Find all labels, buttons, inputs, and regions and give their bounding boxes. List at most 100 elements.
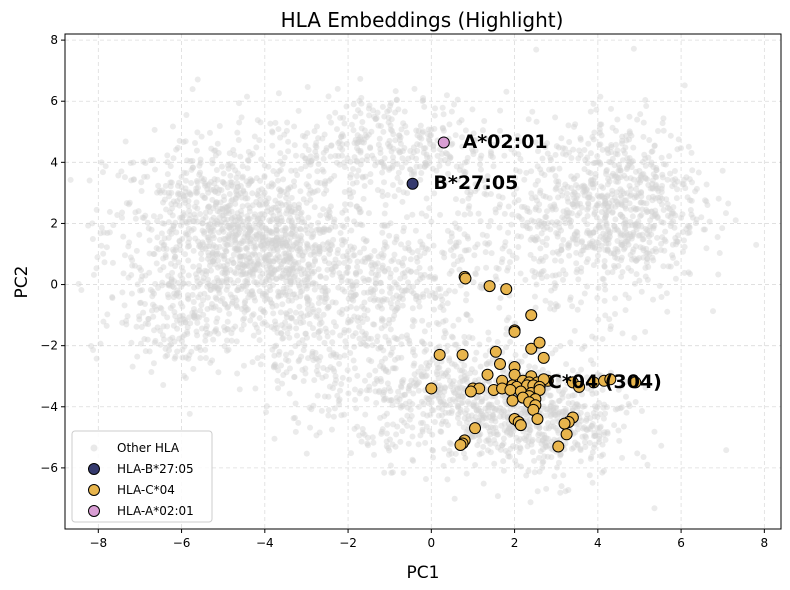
other-hla-point xyxy=(467,317,474,324)
other-hla-point xyxy=(364,276,371,283)
other-hla-point xyxy=(639,206,646,213)
other-hla-point xyxy=(239,282,246,289)
other-hla-point xyxy=(374,186,381,193)
other-hla-point xyxy=(305,158,312,165)
other-hla-point xyxy=(364,342,371,349)
other-hla-point xyxy=(228,208,235,215)
other-hla-point xyxy=(650,257,657,264)
other-hla-point xyxy=(172,201,179,208)
other-hla-point xyxy=(309,189,316,196)
other-hla-point xyxy=(351,292,358,299)
other-hla-point xyxy=(268,237,275,244)
other-hla-point xyxy=(590,100,597,107)
other-hla-point xyxy=(192,139,199,146)
other-hla-point xyxy=(379,229,386,236)
other-hla-point xyxy=(214,285,221,292)
other-hla-point xyxy=(271,242,278,249)
other-hla-point xyxy=(389,162,396,169)
other-hla-point xyxy=(347,201,354,208)
other-hla-point xyxy=(401,108,408,115)
other-hla-point xyxy=(422,439,429,446)
other-hla-point xyxy=(279,301,286,308)
other-hla-point xyxy=(323,147,330,154)
other-hla-point xyxy=(379,103,386,110)
legend-marker-b2705 xyxy=(88,463,100,475)
other-hla-point xyxy=(218,187,225,194)
other-hla-point xyxy=(233,191,240,198)
other-hla-point xyxy=(207,359,214,366)
other-hla-point xyxy=(230,221,237,228)
other-hla-point xyxy=(196,171,203,178)
other-hla-point xyxy=(239,173,246,180)
other-hla-point xyxy=(234,287,241,294)
other-hla-point xyxy=(97,230,104,237)
other-hla-point xyxy=(358,139,365,146)
other-hla-point xyxy=(341,326,348,333)
other-hla-point xyxy=(359,328,366,335)
other-hla-point xyxy=(571,231,578,238)
other-hla-point xyxy=(430,454,437,461)
other-hla-point xyxy=(408,288,415,295)
other-hla-point xyxy=(190,306,197,313)
other-hla-point xyxy=(173,292,180,299)
other-hla-point xyxy=(275,367,282,374)
other-hla-point xyxy=(417,176,424,183)
other-hla-point xyxy=(439,104,446,111)
other-hla-point xyxy=(168,260,175,267)
other-hla-point xyxy=(332,263,339,270)
other-hla-point xyxy=(310,279,317,286)
other-hla-point xyxy=(169,334,176,341)
other-hla-point xyxy=(447,247,454,254)
other-hla-point xyxy=(252,297,259,304)
other-hla-point xyxy=(571,392,578,399)
point-hla-c-04 xyxy=(483,280,496,293)
other-hla-point xyxy=(246,208,253,215)
other-hla-point xyxy=(362,259,369,266)
other-hla-point xyxy=(587,455,594,462)
other-hla-point xyxy=(228,179,235,186)
other-hla-point xyxy=(252,266,259,273)
other-hla-point xyxy=(487,152,494,159)
other-hla-point xyxy=(244,217,251,224)
other-hla-point xyxy=(715,195,722,202)
other-hla-point xyxy=(600,184,607,191)
other-hla-point xyxy=(264,208,271,215)
other-hla-point xyxy=(313,226,320,233)
other-hla-point xyxy=(440,111,447,118)
other-hla-point xyxy=(566,242,573,249)
other-hla-point xyxy=(225,165,232,172)
other-hla-point xyxy=(583,229,590,236)
other-hla-point xyxy=(138,179,145,186)
other-hla-point xyxy=(247,176,254,183)
other-hla-point xyxy=(247,228,254,235)
other-hla-point xyxy=(487,217,494,224)
other-hla-point xyxy=(530,236,537,243)
other-hla-point xyxy=(129,257,136,264)
other-hla-point xyxy=(198,256,205,263)
other-hla-point xyxy=(170,198,177,205)
other-hla-point xyxy=(275,288,282,295)
other-hla-point xyxy=(217,283,224,290)
x-tick-label: −6 xyxy=(173,536,191,550)
other-hla-point xyxy=(585,140,592,147)
other-hla-point xyxy=(503,88,510,95)
other-hla-point xyxy=(216,208,223,215)
other-hla-point xyxy=(343,140,350,147)
other-hla-point xyxy=(409,211,416,218)
other-hla-point xyxy=(645,181,652,188)
other-hla-point xyxy=(673,195,680,202)
other-hla-point xyxy=(283,225,290,232)
other-hla-point xyxy=(609,124,616,131)
other-hla-point xyxy=(212,188,219,195)
other-hla-point xyxy=(223,286,230,293)
other-hla-point xyxy=(575,276,582,283)
other-hla-point xyxy=(389,164,396,171)
other-hla-point xyxy=(365,442,372,449)
other-hla-point xyxy=(374,159,381,166)
other-hla-point xyxy=(377,149,384,156)
other-hla-point xyxy=(233,232,240,239)
other-hla-point xyxy=(372,115,379,122)
other-hla-point xyxy=(246,271,253,278)
other-hla-point xyxy=(212,147,219,154)
other-hla-point xyxy=(305,261,312,268)
